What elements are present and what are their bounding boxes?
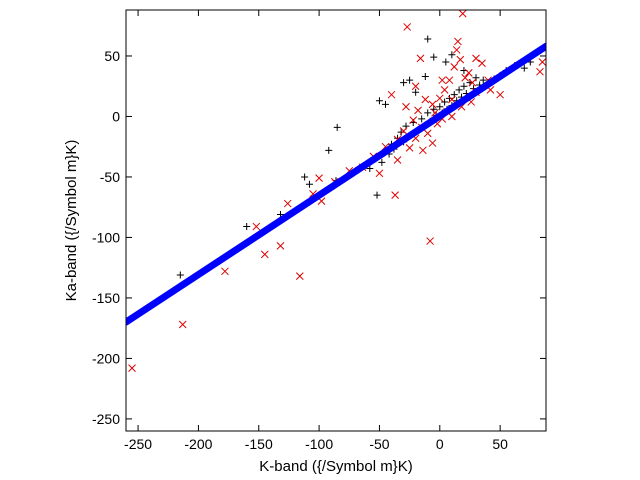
plus-point-36: [455, 86, 463, 94]
plus-point-57: [381, 100, 389, 108]
cross-point-15: [375, 169, 384, 178]
y-tick-label: -100: [92, 229, 120, 245]
cross-point-39: [452, 46, 461, 54]
plot-marks: [126, 10, 546, 372]
cross-point-56: [448, 95, 456, 104]
plus-point-28: [436, 103, 444, 111]
x-tick-label: -200: [184, 436, 212, 452]
cross-point-37: [448, 112, 456, 121]
cross-point-22: [409, 116, 418, 124]
axis-ticks: -250 -200 -150 -100 -50 0 50 -250 -200 -150 -100 -5…: [92, 10, 546, 452]
cross-point-4: [260, 250, 269, 259]
cross-point-40: [454, 37, 462, 46]
cross-point-21: [405, 144, 414, 152]
cross-point-54: [428, 139, 437, 147]
cross-point-19: [399, 127, 408, 135]
cross-point-29: [428, 100, 437, 109]
cross-point-24: [414, 106, 422, 115]
plus-point-10: [378, 158, 386, 166]
plus-point-30: [441, 98, 449, 106]
plus-point-63: [421, 73, 429, 81]
cross-point-55: [438, 76, 447, 85]
cross-point-63: [416, 54, 425, 63]
plus-point-22: [418, 115, 426, 123]
cross-point-18: [393, 156, 402, 164]
y-tick-label: 0: [112, 108, 120, 124]
cross-point-50: [387, 90, 396, 99]
cross-point-53: [419, 146, 427, 155]
cross-point-42: [458, 10, 467, 18]
plus-point-32: [445, 94, 453, 102]
plus-point-44: [479, 76, 487, 84]
cross-point-52: [411, 82, 420, 91]
x-tick-label: -100: [305, 436, 333, 452]
plus-point-64: [406, 76, 414, 84]
x-tick-label: -50: [369, 436, 389, 452]
plus-point-3: [301, 173, 309, 181]
x-axis-label: K-band ({/Symbol m}K): [259, 458, 412, 475]
fit-line: [126, 42, 546, 326]
plus-point-59: [333, 123, 341, 131]
plus-point-24: [424, 109, 432, 117]
cross-point-2: [221, 267, 229, 276]
y-tick-label: -200: [92, 350, 120, 366]
plus-point-52: [424, 35, 432, 43]
plus-point-9: [373, 191, 381, 199]
cross-point-20: [403, 23, 412, 31]
cross-point-47: [478, 59, 486, 68]
cross-point-44: [464, 69, 473, 77]
plus-point-16: [397, 128, 405, 136]
cross-point-60: [536, 67, 544, 76]
plus-point-60: [325, 146, 333, 154]
y-tick-label: -50: [100, 169, 120, 185]
cross-point-28: [426, 237, 434, 245]
plot-frame: [125, 9, 547, 432]
plus-point-55: [400, 79, 408, 87]
x-tick-label: -250: [124, 436, 152, 452]
cross-point-38: [450, 63, 459, 71]
cross-point-51: [402, 102, 410, 111]
plus-point-61: [448, 51, 456, 59]
cross-point-27: [423, 129, 432, 138]
cross-point-5: [276, 242, 285, 250]
cross-point-62: [472, 54, 480, 63]
plus-point-54: [442, 58, 450, 66]
x-tick-label: 50: [492, 436, 508, 452]
cross-point-43: [461, 73, 469, 82]
y-tick-label: -250: [92, 411, 120, 427]
x-tick-label: -150: [245, 436, 273, 452]
y-axis-label: Ka-band ({/Symbol m}K): [63, 140, 80, 302]
plus-point-38: [460, 82, 468, 90]
y-tick-label: 50: [104, 48, 120, 64]
cross-point-6: [283, 199, 292, 208]
cross-point-41: [456, 55, 465, 64]
cross-point-0: [128, 364, 136, 372]
y-tick-label: -150: [92, 290, 120, 306]
plus-point-56: [412, 88, 420, 96]
plus-point-1: [243, 223, 251, 231]
cross-point-1: [178, 320, 187, 329]
cross-point-61: [538, 58, 546, 66]
plus-point-53: [430, 53, 438, 61]
cross-point-17: [391, 191, 399, 199]
cross-point-7: [295, 272, 304, 281]
cross-point-26: [421, 95, 430, 104]
cross-point-34: [440, 85, 449, 94]
plus-point-42: [472, 74, 480, 82]
cross-point-36: [445, 76, 454, 85]
plus-point-4: [305, 180, 313, 188]
cross-point-32: [435, 94, 444, 103]
plus-point-0: [176, 271, 184, 279]
plus-point-50: [520, 64, 528, 72]
cross-point-45: [468, 78, 477, 87]
cross-point-49: [496, 90, 504, 99]
cross-point-3: [252, 222, 261, 231]
x-tick-label: 0: [436, 436, 444, 452]
cross-point-10: [315, 174, 323, 183]
plus-point-58: [375, 97, 383, 105]
